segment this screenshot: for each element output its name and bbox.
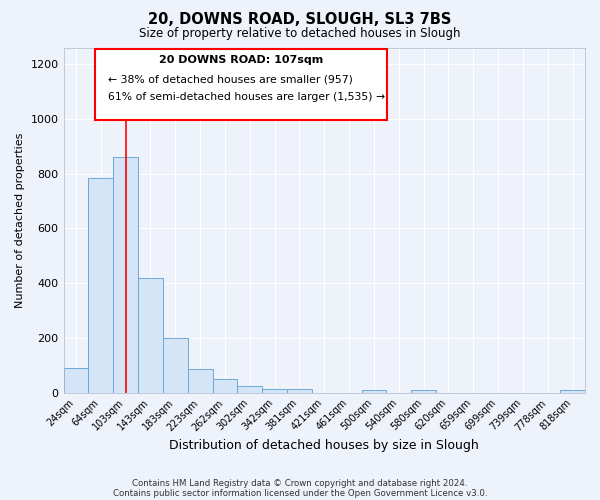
Text: 61% of semi-detached houses are larger (1,535) →: 61% of semi-detached houses are larger (… [108,92,385,102]
Bar [287,390,312,393]
Bar [113,156,138,393]
Text: 20 DOWNS ROAD: 107sqm: 20 DOWNS ROAD: 107sqm [159,56,323,66]
Bar [88,178,113,393]
FancyBboxPatch shape [95,49,387,120]
X-axis label: Distribution of detached houses by size in Slough: Distribution of detached houses by size … [169,440,479,452]
Bar [188,370,212,393]
Bar [262,390,287,393]
Text: Size of property relative to detached houses in Slough: Size of property relative to detached ho… [139,28,461,40]
Bar [238,386,262,393]
Y-axis label: Number of detached properties: Number of detached properties [15,132,25,308]
Text: 20, DOWNS ROAD, SLOUGH, SL3 7BS: 20, DOWNS ROAD, SLOUGH, SL3 7BS [148,12,452,28]
Bar [138,278,163,393]
Bar [64,368,88,393]
Bar [362,390,386,393]
Bar [212,378,238,393]
Text: ← 38% of detached houses are smaller (957): ← 38% of detached houses are smaller (95… [108,74,353,84]
Text: Contains HM Land Registry data © Crown copyright and database right 2024.: Contains HM Land Registry data © Crown c… [132,478,468,488]
Bar [411,390,436,393]
Bar [163,338,188,393]
Bar [560,390,585,393]
Text: Contains public sector information licensed under the Open Government Licence v3: Contains public sector information licen… [113,488,487,498]
